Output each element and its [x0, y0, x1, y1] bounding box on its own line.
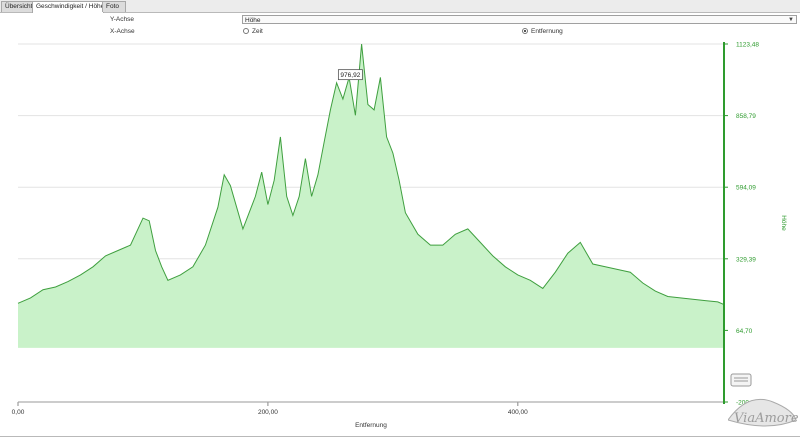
elevation-area [18, 44, 724, 348]
tab-photo[interactable]: Foto [102, 1, 126, 12]
tooltip: 976,92 [337, 69, 363, 81]
tab-speed-elevation-label: Geschwindigkeit / Höhe [36, 3, 105, 10]
tab-overview-label: Übersicht [5, 3, 33, 10]
x-tick-label: 0,00 [12, 409, 25, 416]
bottom-divider [0, 436, 800, 437]
viaamore-logo: ViaAmore [727, 372, 799, 434]
y-tick-label: 594,09 [736, 185, 756, 192]
x-option-distance-label: Entfernung [531, 28, 563, 35]
tab-bar: Übersicht Geschwindigkeit / Höhe Foto [0, 0, 800, 13]
x-axis-label: X-Achse [110, 28, 135, 35]
chevron-down-icon: ▼ [788, 17, 794, 23]
x-tick-label: 400,00 [508, 409, 528, 416]
y-tick-label: 1123,48 [736, 42, 759, 49]
x-axis-title: Entfernung [355, 422, 387, 429]
tab-overview[interactable]: Übersicht [1, 1, 36, 12]
tab-speed-elevation[interactable]: Geschwindigkeit / Höhe [32, 1, 104, 13]
y-axis-title: Höhe [780, 215, 787, 231]
y-axis-select-value: Höhe [245, 17, 261, 24]
x-tick-label: 200,00 [258, 409, 278, 416]
tooltip-value: 976,92 [340, 72, 360, 79]
elevation-line [17, 44, 725, 306]
y-axis-select[interactable]: Höhe ▼ [242, 15, 797, 24]
y-tick-label: 329,39 [736, 256, 756, 263]
x-option-distance-radio[interactable] [522, 28, 528, 34]
tooltip-box [337, 69, 363, 81]
x-option-time-radio[interactable] [243, 28, 249, 34]
tab-photo-label: Foto [106, 3, 120, 10]
y-tick-label: 858,79 [736, 113, 756, 120]
elevation-chart: 1123,48858,79594,09329,3964,70-200,000,0… [12, 42, 787, 430]
y-axis-label: Y-Achse [110, 16, 134, 23]
viaamore-logo-text: ViaAmore [734, 411, 798, 426]
x-option-time-label: Zeit [252, 28, 263, 35]
chart-axes [17, 42, 728, 406]
y-tick-label: 64,70 [736, 328, 753, 335]
